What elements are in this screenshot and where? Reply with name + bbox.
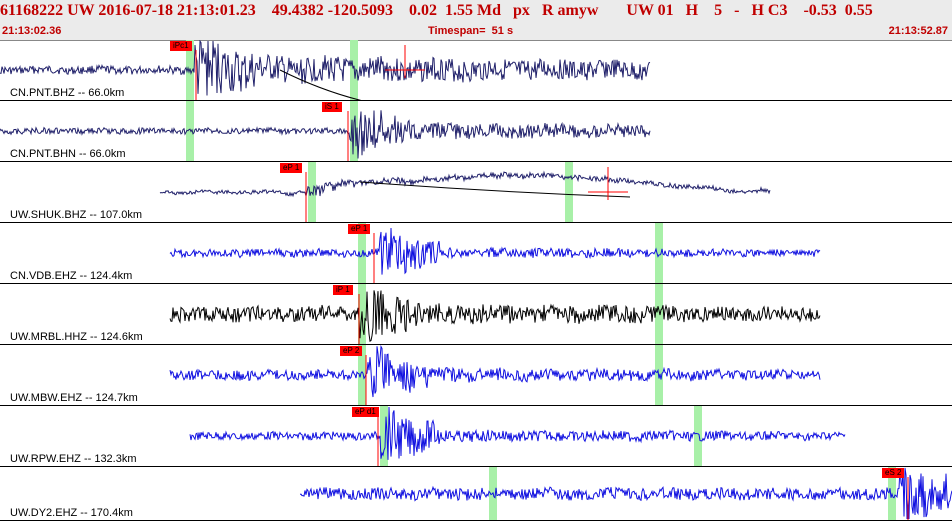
event-hc3: H C3 xyxy=(751,2,788,19)
phase-pick-label[interactable]: iS 1 xyxy=(322,102,342,112)
waveform-svg xyxy=(169,284,821,344)
phase-window-marker xyxy=(655,284,663,344)
waveform-panel[interactable]: eP 1 UW.SHUK.BHZ -- 107.0km xyxy=(0,162,952,223)
station-channel-label: UW.RPW.EHZ -- 132.3km xyxy=(10,453,137,465)
event-lon: -120.5093 xyxy=(327,2,394,19)
phase-pick-label[interactable]: eP 1 xyxy=(348,224,371,234)
coda-duration-curve xyxy=(279,69,362,100)
event-author: amyw xyxy=(557,2,599,19)
phase-pick-label[interactable]: eS 2 xyxy=(882,468,905,478)
event-id: 61168222 xyxy=(0,2,64,19)
waveform-svg xyxy=(169,345,821,405)
event-datetime: 2016-07-18 21:13:01.23 xyxy=(98,2,256,19)
seismic-trace xyxy=(169,290,821,343)
waveform-panel[interactable]: eS 2 UW.DY2.EHZ -- 170.4km xyxy=(0,467,952,521)
phase-window-marker xyxy=(308,162,316,222)
event-magnitude: 1.55 xyxy=(445,2,474,19)
phase-window-marker xyxy=(358,345,366,405)
seismic-trace xyxy=(0,40,651,96)
seismic-trace xyxy=(299,467,952,520)
phase-pick-label[interactable]: iPc1 xyxy=(170,41,192,51)
end-time: 21:13:52.87 xyxy=(888,25,948,37)
waveform-panel[interactable]: eP 1 CN.VDB.EHZ -- 124.4km xyxy=(0,223,952,284)
phase-pick-label[interactable]: eP 2 xyxy=(340,346,363,356)
event-summary-line: 61168222 UW 2016-07-18 21:13:01.23 49.43… xyxy=(0,2,873,20)
phase-window-marker xyxy=(655,223,663,283)
event-depth: 0.02 xyxy=(409,2,438,19)
seismic-trace xyxy=(169,227,821,275)
phase-window-marker xyxy=(186,101,194,161)
event-h1: H xyxy=(685,2,699,19)
waveform-panel[interactable]: iPc1 CN.PNT.BHZ -- 66.0km xyxy=(0,40,952,101)
coda-duration-curve xyxy=(359,181,631,198)
phase-pick-label[interactable]: iP 1 xyxy=(333,285,353,295)
waveform-svg xyxy=(159,162,771,222)
station-channel-label: CN.PNT.BHN -- 66.0km xyxy=(10,148,126,160)
event-lat: 49.4382 xyxy=(271,2,324,19)
event-network: UW xyxy=(67,2,95,19)
start-time: 21:13:02.36 xyxy=(2,25,62,37)
seismic-trace xyxy=(0,110,651,159)
phase-window-marker xyxy=(694,406,702,466)
waveform-panel[interactable]: iP 1 UW.MRBL.HHZ -- 124.6km xyxy=(0,284,952,345)
event-px: px xyxy=(513,2,530,19)
waveform-panel[interactable]: eP d1 UW.RPW.EHZ -- 132.3km xyxy=(0,406,952,467)
event-val2: 0.55 xyxy=(844,2,873,19)
event-net2: UW xyxy=(626,2,654,19)
waveform-panel[interactable]: iS 1 CN.PNT.BHN -- 66.0km xyxy=(0,101,952,162)
waveform-svg xyxy=(299,467,952,520)
event-n5: 5 xyxy=(714,2,723,19)
phase-window-marker xyxy=(380,406,388,466)
station-channel-label: UW.SHUK.BHZ -- 107.0km xyxy=(10,209,143,221)
phase-window-marker xyxy=(565,162,573,222)
phase-pick-label[interactable]: eP d1 xyxy=(352,407,379,417)
waveform-svg xyxy=(169,223,821,283)
station-channel-label: UW.DY2.EHZ -- 170.4km xyxy=(10,507,133,519)
seismic-trace xyxy=(189,406,846,460)
event-dash: - xyxy=(734,2,740,19)
waveform-panel[interactable]: eP 2 UW.MBW.EHZ -- 124.7km xyxy=(0,345,952,406)
event-num01: 01 xyxy=(657,2,674,19)
event-mag-type: Md xyxy=(477,2,502,19)
waveform-svg xyxy=(0,101,651,161)
seismic-trace xyxy=(169,345,821,398)
station-channel-label: CN.PNT.BHZ -- 66.0km xyxy=(10,87,125,99)
event-review: R xyxy=(541,2,554,19)
event-header: 61168222 UW 2016-07-18 21:13:01.23 49.43… xyxy=(0,0,952,41)
seismic-trace xyxy=(159,170,771,198)
station-channel-label: UW.MBW.EHZ -- 124.7km xyxy=(10,392,138,404)
station-channel-label: UW.MRBL.HHZ -- 124.6km xyxy=(10,331,143,343)
phase-pick-label[interactable]: eP 1 xyxy=(280,163,303,173)
waveform-svg xyxy=(189,406,846,466)
timespan: Timespan= 51 s xyxy=(428,25,514,37)
event-val1: -0.53 xyxy=(803,2,837,19)
waveform-svg xyxy=(0,40,651,100)
station-channel-label: CN.VDB.EHZ -- 124.4km xyxy=(10,270,133,282)
